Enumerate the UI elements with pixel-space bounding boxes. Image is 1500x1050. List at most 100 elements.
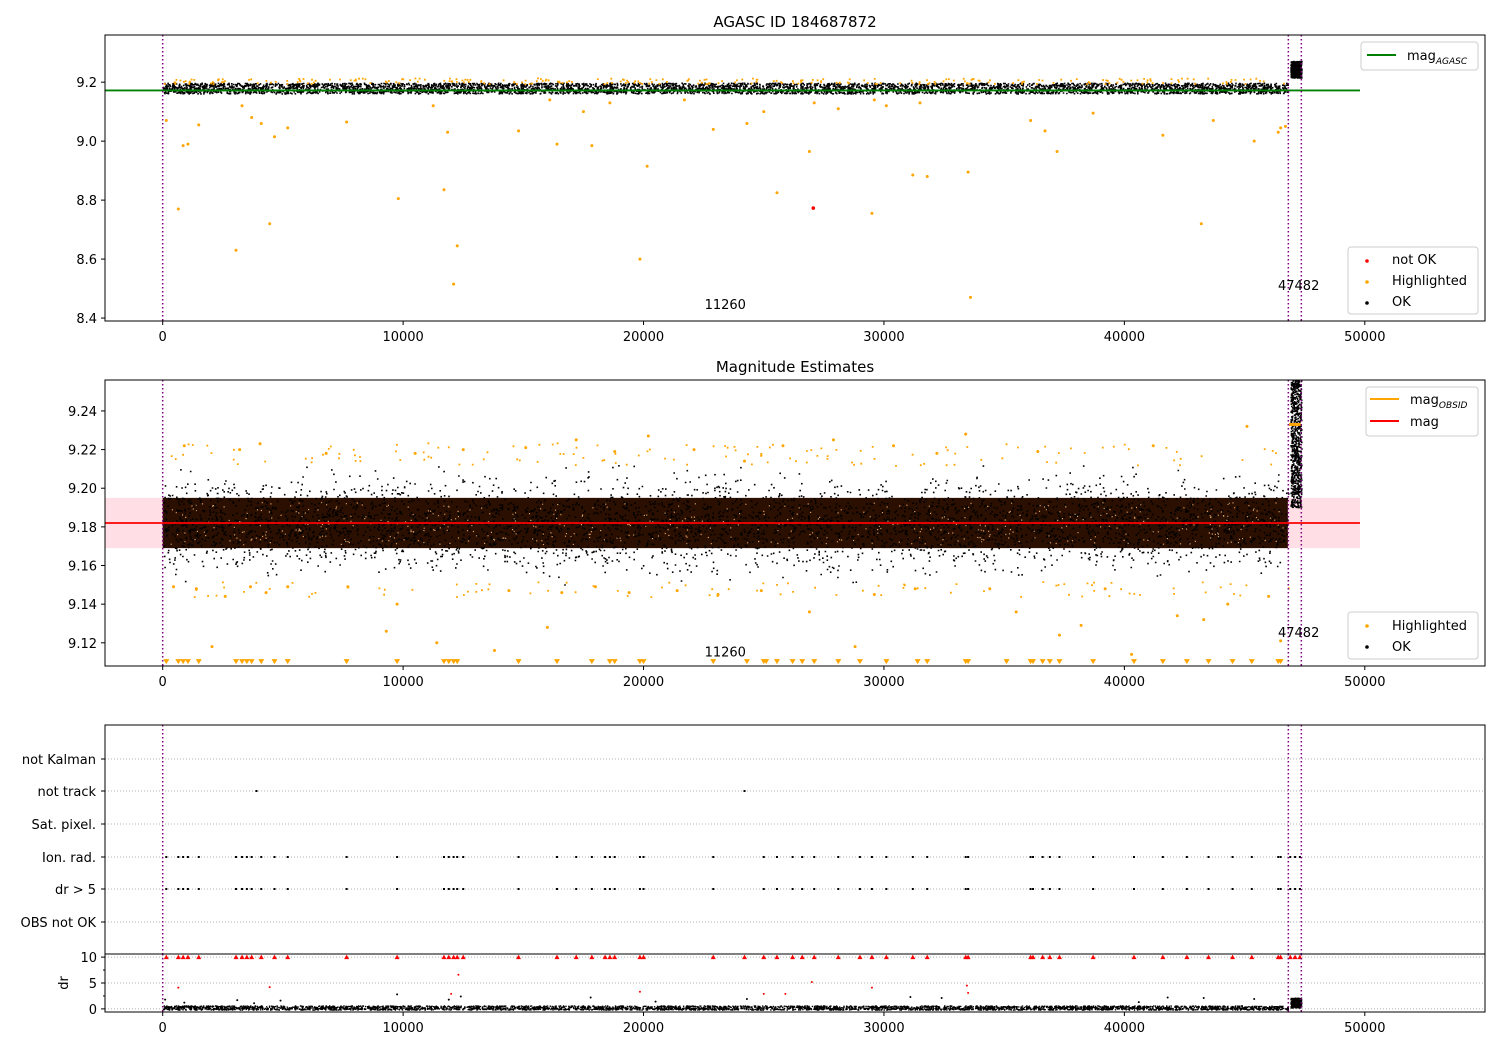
- highlighted-point: [524, 446, 528, 450]
- flag-mark: [1185, 888, 1188, 890]
- flag-mark: [1185, 856, 1188, 858]
- dr-point: [253, 1002, 256, 1005]
- flag-mark: [345, 888, 348, 890]
- highlighted-point: [743, 459, 747, 463]
- censored-marker: [271, 659, 278, 665]
- censored-marker: [258, 659, 265, 665]
- dr-clipped-marker: [446, 954, 452, 960]
- agasc-magnitude-panel: 11260 47482 0 10000 20000 30000 40000 50000 8.4 8…: [76, 34, 1486, 345]
- legend-ok-dot: [1365, 301, 1369, 305]
- censored-marker: [856, 659, 863, 665]
- highlighted-point: [872, 593, 876, 596]
- flag-mark: [801, 856, 804, 858]
- flag-mark: [260, 856, 263, 858]
- p2-y-tick-label: 9.16: [68, 560, 97, 575]
- highlighted-point: [1151, 444, 1155, 448]
- highlighted-point: [517, 129, 521, 133]
- dr-high-point: [450, 992, 453, 995]
- dr-point: [1202, 997, 1205, 1000]
- dr-point: [164, 998, 167, 1001]
- p2-y-tick-label: 9.12: [68, 637, 97, 652]
- highlighted-point: [870, 211, 874, 215]
- flag-mark: [837, 856, 840, 858]
- highlighted-point: [966, 170, 970, 174]
- highlighted-point: [324, 451, 328, 455]
- flag-mark: [638, 856, 641, 858]
- p1-y-tick-label: 9.0: [76, 135, 97, 150]
- highlighted-point: [711, 127, 715, 131]
- p1-y-tick-label: 8.8: [76, 194, 97, 209]
- highlighted-point: [1245, 424, 1249, 428]
- highlighted-point: [964, 432, 968, 436]
- dr-point: [279, 999, 282, 1002]
- censored-marker: [588, 659, 595, 665]
- highlighted-point: [455, 244, 459, 248]
- flag-mark: [517, 856, 520, 858]
- flag-label: Sat. pixel.: [32, 818, 96, 833]
- dr-clipped-marker: [285, 954, 291, 960]
- dr-point: [236, 999, 239, 1002]
- censored-marker: [243, 659, 250, 665]
- censored-marker: [284, 659, 291, 665]
- dr-clipped-marker: [239, 954, 245, 960]
- censored-marker: [606, 659, 613, 665]
- highlighted-point: [272, 135, 276, 139]
- flag-mark: [1041, 856, 1044, 858]
- highlighted-point: [574, 438, 578, 442]
- flag-mark: [613, 888, 616, 890]
- flag-mark: [1279, 888, 1282, 890]
- highlighted-point: [435, 641, 439, 645]
- dr-clipped-marker: [811, 954, 817, 960]
- dr-clipped-marker: [249, 954, 255, 960]
- flag-mark: [442, 888, 445, 890]
- dr-clipped-marker: [1206, 954, 1212, 960]
- legend-mag-obsid-subscript: OBSID: [1439, 401, 1468, 411]
- highlighted-point: [560, 591, 564, 595]
- flag-mark: [1279, 856, 1282, 858]
- flag-mark: [743, 790, 746, 792]
- censored-marker: [835, 659, 842, 665]
- dr-clipped-marker: [637, 954, 643, 960]
- flag-label: not track: [37, 785, 96, 800]
- dr-clipped-marker: [185, 954, 191, 960]
- flag-mark: [762, 888, 765, 890]
- censored-marker: [1090, 659, 1097, 665]
- p1-x-tick-label: 50000: [1344, 330, 1385, 345]
- p4-x-tick-label: 30000: [863, 1021, 904, 1036]
- censored-marker: [445, 659, 452, 665]
- censored-marker: [394, 659, 401, 665]
- flag-mark: [177, 856, 180, 858]
- censored-marker: [180, 659, 187, 665]
- dr-clipped-marker: [196, 954, 202, 960]
- highlighted-point: [507, 589, 511, 593]
- flag-mark: [791, 856, 794, 858]
- flag-mark: [967, 888, 970, 890]
- flag-label: OBS not OK: [21, 916, 97, 931]
- flag-mark: [255, 790, 258, 792]
- flag-mark: [165, 888, 168, 890]
- dr-point: [447, 998, 450, 1001]
- flag-mark: [1058, 888, 1061, 890]
- highlighted-point: [446, 130, 450, 134]
- flag-label: not Kalman: [22, 753, 96, 768]
- highlighted-point: [1055, 149, 1059, 153]
- dr-point: [940, 997, 943, 1000]
- flag-mark: [1092, 888, 1095, 890]
- censored-marker: [1003, 659, 1010, 665]
- dr-clipped-marker: [607, 954, 613, 960]
- highlighted-point: [395, 602, 399, 606]
- dr-clipped-marker: [344, 954, 350, 960]
- censored-marker: [1277, 659, 1284, 665]
- highlighted-point: [892, 444, 896, 448]
- highlighted-points-band: [163, 77, 1285, 86]
- flag-mark: [911, 888, 914, 890]
- flag-mark: [517, 888, 520, 890]
- highlighted-point: [197, 123, 201, 127]
- flag-mark: [462, 856, 465, 858]
- censored-marker: [924, 659, 931, 665]
- censored-marker: [248, 659, 255, 665]
- flag-mark: [575, 888, 578, 890]
- flag-mark: [1029, 888, 1032, 890]
- highlighted-point: [593, 585, 597, 589]
- legend-not-ok-label: not OK: [1392, 253, 1437, 268]
